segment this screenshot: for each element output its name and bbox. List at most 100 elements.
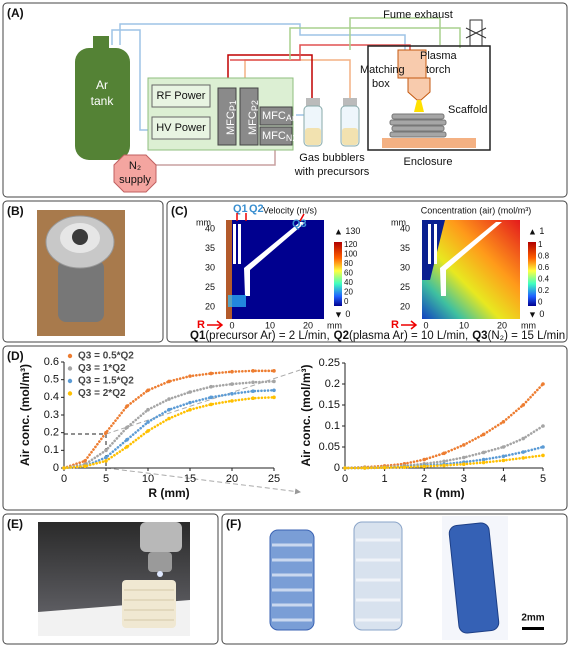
label: Scaffold [448,104,488,116]
scale-tick: 80 [344,259,353,268]
point [230,399,234,403]
point [462,462,466,467]
mfc [259,106,293,126]
scale-tick: 0 [538,298,543,307]
point [146,388,150,393]
panel-label: (A) [7,6,24,20]
x-tick-label: 0 [61,473,67,485]
point [541,453,545,458]
point [521,456,525,460]
legend-marker [67,378,73,384]
panel-label: (E) [7,517,23,531]
scale-min: ▼ 0 [528,309,544,319]
legend-label: Q3 = 1*Q2 [78,363,126,374]
enclosure [367,45,491,151]
scale-max: ▲ 130 [334,226,360,236]
legend-label: Q3 = 2*Q2 [78,388,126,399]
label: MFCN2 [262,130,297,143]
point [209,402,213,407]
point [167,407,171,412]
plasma-torch [407,77,431,101]
label: with precursors [294,166,370,178]
point [422,464,427,469]
point [104,459,108,463]
point [501,445,506,449]
point [272,395,276,400]
point [272,369,276,373]
panel-label: (B) [7,204,24,218]
mfc [217,87,237,146]
y-tick-label: 0.3 [44,409,59,421]
point [501,454,506,459]
scale-tick: 1 [538,240,543,249]
map-y-tick: 20 [205,301,215,311]
map-y-tick: 30 [205,262,215,272]
x-tick-label: 1 [382,473,388,485]
point [188,407,192,412]
y-tick-label: 0.1 [325,420,340,432]
point [209,395,213,400]
panel-frame [2,2,568,198]
point [501,458,506,463]
map-y-tick: 40 [205,223,215,233]
point [481,460,486,465]
bubbler [343,98,357,106]
x-tick-label: 2 [421,473,427,485]
point [230,382,234,386]
point [272,379,276,384]
scale-tick: 120 [344,240,358,249]
point [521,450,525,454]
point [104,455,108,460]
point [382,465,387,470]
map-x-tick: 20 [303,320,313,330]
x-tick-label: 15 [184,473,196,485]
unit-label: mm [391,217,406,227]
legend-label: Q3 = 0.5*Q2 [78,351,134,362]
point [481,457,486,462]
point [167,379,171,384]
label: supply [119,174,151,186]
point [209,371,213,376]
y-tick-label: 0.15 [319,399,340,411]
y-tick-label: 0.25 [319,357,340,369]
label: Gas bubblers [299,152,365,164]
point [251,369,255,373]
plasma-jet [414,100,424,112]
schematic: Ar tank RF Power HV Power MFCP1 MFCP2 MF… [75,9,491,193]
y-tick-label: 0.05 [319,441,340,453]
panel-label: (C) [171,204,188,218]
legend-marker [67,353,73,359]
label: Matching [360,64,405,76]
point [125,445,129,449]
y-tick-label: 0 [334,462,340,474]
map-x-tick: 20 [497,320,507,330]
legend-marker [67,391,73,396]
x-tick-label: 4 [500,473,506,485]
velocity-map [226,220,342,319]
label: MFCP2 [247,100,260,135]
label: MFCAr [262,110,295,123]
hv-power [151,116,211,140]
point [167,397,171,401]
point [125,437,129,442]
r-arrow [207,320,418,330]
label: box [372,78,390,90]
point [104,448,108,453]
x-tick-label: 5 [103,473,109,485]
map-title: Velocity (m/s) [263,205,317,215]
photo-printing [38,522,190,636]
point [146,429,150,433]
x-axis-label: R (mm) [148,486,189,500]
mfc [259,126,293,146]
series-line [62,369,276,470]
point [402,465,407,469]
map-y-tick: 30 [400,262,410,272]
x-tick-label: 25 [268,473,280,485]
point [442,451,446,456]
point [146,420,150,424]
point [125,404,129,408]
point [462,443,466,447]
map-y-tick: 25 [400,282,410,292]
point [541,382,545,386]
